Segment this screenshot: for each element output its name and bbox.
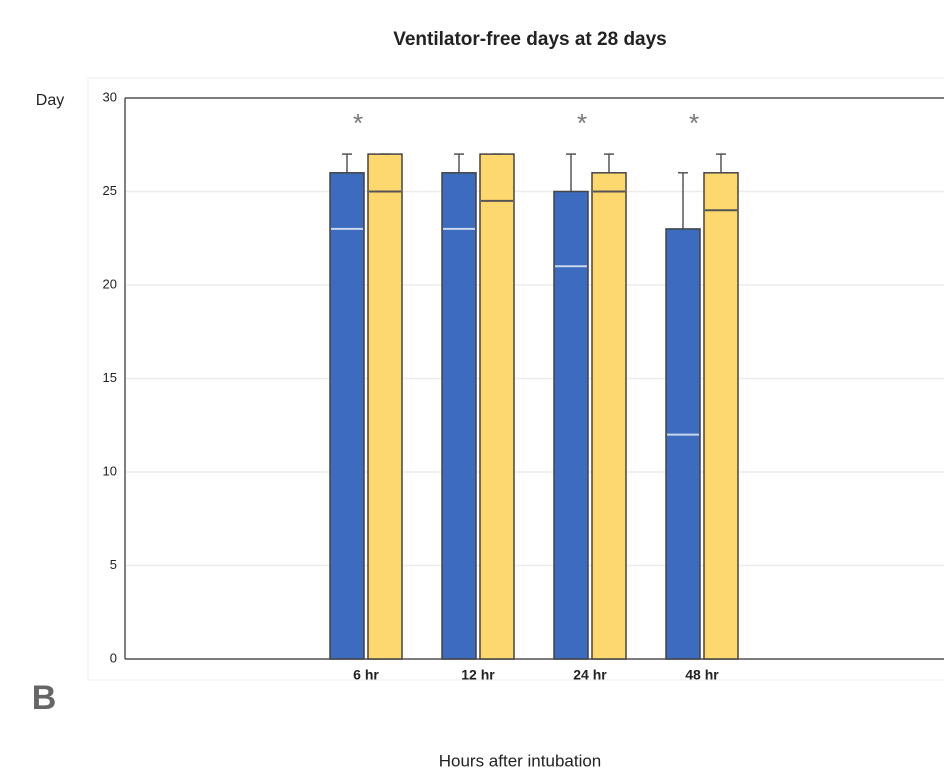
chart-frame bbox=[87, 77, 944, 681]
bar bbox=[665, 228, 701, 660]
y-tick-label: 0 bbox=[110, 650, 117, 665]
bar bbox=[553, 190, 589, 660]
significance-mark: * bbox=[689, 108, 699, 138]
y-tick-label: 15 bbox=[103, 370, 117, 385]
bar bbox=[329, 172, 365, 660]
bar bbox=[367, 153, 403, 660]
y-axis-label: Day bbox=[36, 92, 64, 109]
y-tick-label: 20 bbox=[103, 276, 117, 291]
y-tick-label: 30 bbox=[103, 89, 117, 104]
x-tick-label: 48 hr bbox=[685, 667, 719, 683]
significance-mark: * bbox=[577, 108, 587, 138]
bar bbox=[479, 153, 515, 660]
y-tick-label: 10 bbox=[103, 463, 117, 478]
panel-label: B bbox=[32, 679, 57, 717]
chart-title: Ventilator-free days at 28 days bbox=[393, 29, 667, 50]
x-axis-label: Hours after intubation bbox=[439, 751, 602, 770]
x-tick-label: 12 hr bbox=[461, 667, 495, 683]
y-tick-label: 25 bbox=[103, 183, 117, 198]
y-tick-label: 5 bbox=[110, 557, 117, 572]
bar bbox=[703, 172, 739, 660]
bar bbox=[441, 172, 477, 660]
significance-mark: * bbox=[353, 108, 363, 138]
x-tick-label: 6 hr bbox=[353, 667, 379, 683]
bar bbox=[591, 172, 627, 660]
x-tick-label: 24 hr bbox=[573, 667, 607, 683]
